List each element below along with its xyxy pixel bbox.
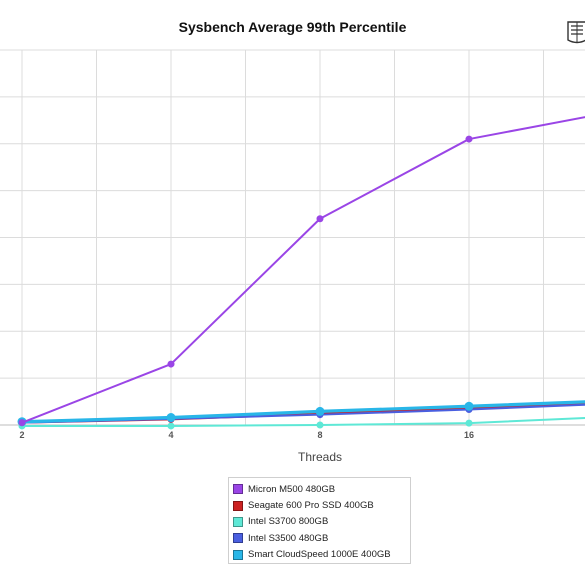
x-tick-label: 2 (19, 430, 24, 440)
legend: Micron M500 480GB Seagate 600 Pro SSD 400… (228, 477, 411, 564)
data-point (167, 360, 175, 368)
legend-swatch (233, 516, 243, 527)
legend-label: Smart CloudSpeed 1000E 400GB (248, 549, 391, 561)
data-point (166, 413, 176, 422)
x-axis-label: Threads (298, 450, 342, 464)
logo-icon (567, 21, 585, 44)
data-point (465, 419, 473, 427)
legend-swatch (233, 549, 243, 560)
chart-title: Sysbench Average 99th Percentile (178, 19, 407, 35)
legend-swatch (233, 533, 243, 544)
legend-item: Smart CloudSpeed 1000E 400GB (233, 547, 406, 563)
legend-item: Seagate 600 Pro SSD 400GB (233, 497, 406, 513)
x-tick-label: 4 (168, 430, 173, 440)
data-point (315, 406, 325, 416)
series-line (21, 116, 585, 424)
legend-label: Seagate 600 Pro SSD 400GB (248, 500, 374, 512)
x-tick-label: 8 (317, 430, 322, 440)
data-point (316, 421, 324, 429)
data-point (167, 422, 175, 430)
data-point (316, 215, 324, 223)
data-point (465, 135, 473, 143)
data-point (464, 401, 474, 411)
legend-label: Intel S3700 800GB (248, 516, 329, 528)
legend-swatch (233, 500, 243, 511)
series-line (21, 400, 585, 424)
x-tick-label: 16 (464, 430, 474, 440)
legend-item: Micron M500 480GB (233, 481, 406, 497)
legend-item: Intel S3700 800GB (233, 514, 406, 530)
legend-swatch (233, 484, 243, 495)
legend-label: Intel S3500 480GB (248, 532, 329, 544)
legend-label: Micron M500 480GB (248, 483, 336, 495)
data-point (18, 419, 26, 427)
legend-item: Intel S3500 480GB (233, 530, 406, 546)
